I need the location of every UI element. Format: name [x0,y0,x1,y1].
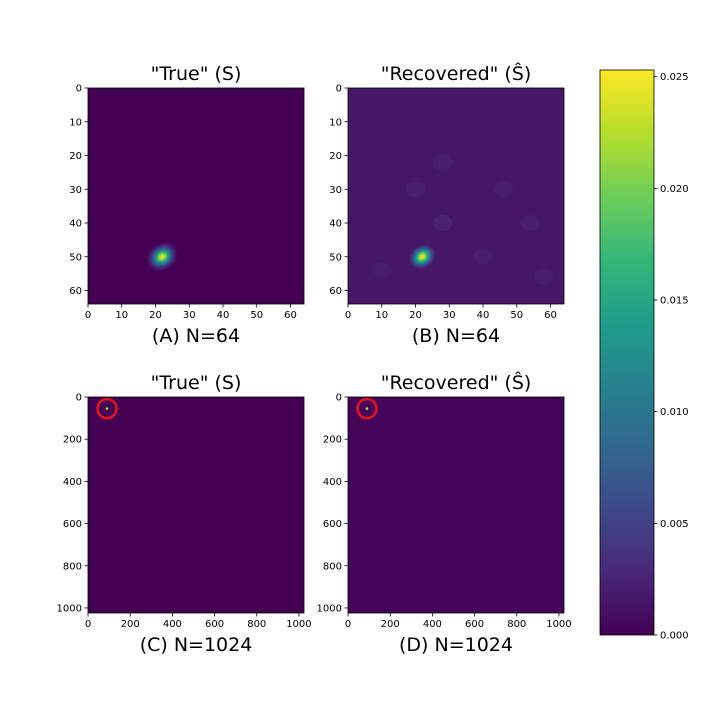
panel-caption: (A) N=64 [152,325,240,347]
y-tick-label: 10 [329,117,342,128]
x-tick-label: 40 [477,310,490,321]
panel-caption: (C) N=1024 [140,634,253,656]
heatmap-artifact [432,154,453,171]
axes-frame [87,396,305,614]
colorbar-tick-label: 0.005 [660,519,689,530]
x-tick-label: 0 [345,619,351,630]
x-tick-label: 60 [544,310,557,321]
x-tick-label: 60 [284,310,297,321]
y-tick-label: 0 [336,393,342,404]
x-tick-label: 1000 [546,619,571,630]
y-tick-label: 30 [69,185,82,196]
x-tick-label: 30 [183,310,196,321]
y-tick-label: 800 [63,561,82,572]
colorbar-frame [599,69,655,636]
panel-title: "True" (S) [151,63,242,85]
x-tick-label: 40 [217,310,230,321]
heatmap-artifact [405,181,426,198]
annotation-circle [96,397,118,420]
colorbar-tick-label: 0.025 [660,72,689,83]
y-tick-label: 200 [323,435,342,446]
y-tick-label: 60 [69,286,82,297]
axes-frame [87,87,305,305]
y-tick-label: 0 [76,84,82,95]
heatmap-artifact [493,181,514,198]
y-tick-label: 800 [323,561,342,572]
y-tick-label: 20 [69,151,82,162]
annotation-circle [356,397,378,420]
heatmap-peak-layer [161,255,164,258]
y-tick-label: 1000 [317,603,342,614]
x-tick-label: 800 [247,619,266,630]
x-tick-label: 800 [507,619,526,630]
y-tick-label: 0 [76,393,82,404]
y-tick-label: 0 [336,84,342,95]
x-tick-label: 400 [163,619,182,630]
x-tick-label: 20 [409,310,422,321]
heatmap-artifact [533,269,554,285]
heatmap-panel-a: 0 10 20 30 40 50 60 0 10 20 30 40 50 60 "True" (S) (A) … [69,63,305,347]
x-tick-label: 400 [423,619,442,630]
axes-frame [347,87,565,305]
y-tick-label: 10 [69,117,82,128]
x-tick-label: 30 [443,310,456,321]
heatmap-panel-c: 0 200 400 600 800 100002004006008001000"True"… [57,372,312,656]
axes-frame [347,396,565,614]
panel-title: "Recovered" (Ŝ) [381,370,532,394]
x-tick-label: 0 [345,310,351,321]
panel-caption: (D) N=1024 [399,634,513,656]
x-tick-label: 10 [375,310,388,321]
colorbar-tick-label: 0.000 [660,631,689,642]
panel-title: "True" (S) [151,372,242,394]
x-tick-label: 20 [149,310,162,321]
x-tick-label: 10 [115,310,128,321]
x-tick-label: 600 [205,619,224,630]
heatmap-background [348,397,564,613]
heatmap-peak-point [105,407,109,410]
heatmap-background [88,88,304,304]
y-tick-label: 40 [329,219,342,230]
x-tick-label: 50 [250,310,263,321]
y-tick-label: 60 [329,286,342,297]
y-tick-label: 400 [323,477,342,488]
heatmap-panel-d: 0 200 400 600 800 100002004006008001000"Recov… [317,370,572,656]
y-tick-label: 20 [329,151,342,162]
x-tick-label: 0 [85,619,91,630]
heatmap-peak-layer [421,255,424,258]
x-tick-label: 200 [121,619,140,630]
heatmap-artifact [520,215,541,231]
y-tick-label: 50 [69,252,82,263]
x-tick-label: 200 [381,619,400,630]
colorbar-tick-label: 0.020 [660,184,689,195]
heatmap-background [88,397,304,613]
colorbar-gradient [600,70,654,635]
y-tick-label: 600 [63,519,82,530]
x-tick-label: 600 [465,619,484,630]
y-tick-label: 200 [63,435,82,446]
y-tick-label: 600 [323,519,342,530]
y-tick-label: 1000 [57,603,82,614]
x-tick-label: 0 [85,310,91,321]
panel-title: "Recovered" (Ŝ) [381,61,532,85]
y-tick-label: 40 [69,219,82,230]
colorbar-tick-label: 0.010 [660,407,689,418]
heatmap-artifact [432,215,453,231]
x-tick-label: 50 [510,310,523,321]
y-tick-label: 400 [63,477,82,488]
y-tick-label: 30 [329,185,342,196]
panel-caption: (B) N=64 [412,325,500,347]
y-tick-label: 50 [329,252,342,263]
heatmap-peak-point [365,407,369,410]
heatmap-panel-b: 0 10 20 30 40 50 60 0 10 20 30 40 50 60 "Recovered" (Ŝ… [329,61,565,347]
colorbar-tick-label: 0.015 [660,296,689,307]
x-tick-label: 1000 [286,619,311,630]
heatmap-artifact [473,248,493,265]
colorbar: 0.000 0.005 0.010 0.015 0.020 0.025 [599,69,689,642]
heatmap-artifact [371,262,392,279]
